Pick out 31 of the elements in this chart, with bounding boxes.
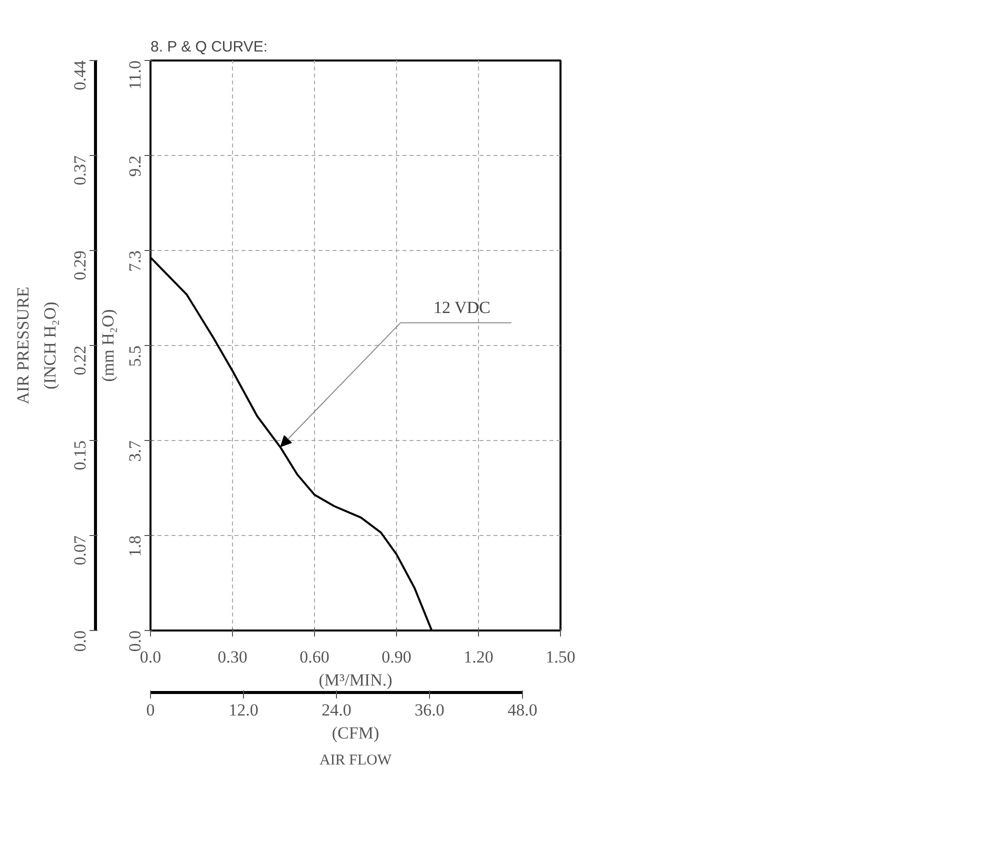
x2-tick-label: 0 [146, 700, 155, 720]
x2-tick-label: 48.0 [508, 700, 538, 720]
y2-tick-label: 0.44 [70, 60, 90, 90]
chart-title: 8. P & Q CURVE: [150, 38, 268, 56]
x2-tick-label: 12.0 [228, 700, 258, 720]
y2-tick-label: 0.0 [70, 630, 90, 652]
y2-tick-label: 0.29 [70, 250, 90, 280]
y-tick-label: 1.8 [126, 536, 144, 557]
x-axis-title: (M³/MIN.) [318, 670, 392, 690]
y-tick-label: 9.2 [126, 155, 144, 177]
x2-axis-title: (CFM) [332, 724, 380, 742]
x-tick-label: 0.60 [300, 648, 330, 666]
x2-tick-label: 36.0 [414, 700, 444, 720]
y2-tick-label: 0.15 [70, 440, 90, 470]
x-tick-label: 0.90 [382, 648, 412, 666]
x-tick-label: 1.20 [464, 648, 494, 666]
y2-axis-title: (INCH H₂O) [40, 302, 60, 390]
y2-tick-label: 0.37 [70, 154, 90, 186]
x-tick-label: 1.50 [546, 648, 576, 666]
y-tick-label: 7.3 [126, 250, 144, 272]
text: AIR FLOW [319, 752, 392, 768]
annotation: 12 VDC [434, 298, 490, 317]
x-tick-label: 0.30 [218, 648, 248, 666]
y2-tick-label: 0.07 [70, 535, 90, 566]
y-axis-title: (mm H₂O) [98, 309, 118, 382]
y-tick-label: 5.5 [126, 346, 144, 367]
y-tick-label: 3.7 [126, 440, 144, 462]
x2-tick-label: 24.0 [322, 700, 352, 720]
y2-tick-label: 0.22 [70, 346, 90, 376]
y-tick-label: 11.0 [126, 60, 144, 90]
text: AIR PRESSURE [14, 286, 32, 404]
